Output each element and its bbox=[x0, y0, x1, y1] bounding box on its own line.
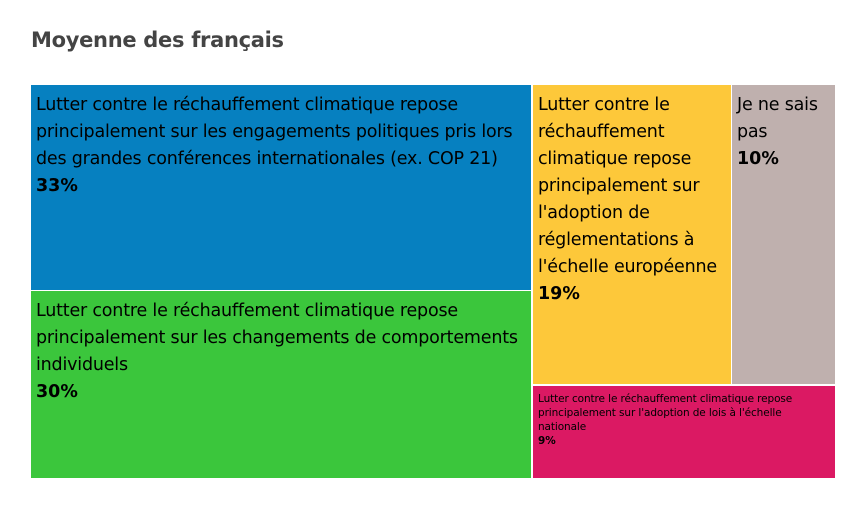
tile-label: Lutter contre le réchauffement climatiqu… bbox=[36, 95, 513, 169]
tile-value: 33% bbox=[36, 176, 78, 196]
tile-label: Lutter contre le réchauffement climatiqu… bbox=[36, 301, 518, 375]
tile-engagements-politiques[interactable]: Lutter contre le réchauffement climatiqu… bbox=[31, 85, 531, 290]
tile-je-ne-sais-pas[interactable]: Je ne sais pas 10% bbox=[732, 85, 835, 384]
tile-comportements-individuels[interactable]: Lutter contre le réchauffement climatiqu… bbox=[31, 291, 531, 478]
chart-title: Moyenne des français bbox=[31, 28, 284, 52]
tile-label: Je ne sais pas bbox=[737, 95, 818, 142]
tile-value: 30% bbox=[36, 382, 78, 402]
tile-value: 9% bbox=[538, 435, 556, 447]
tile-value: 10% bbox=[737, 149, 779, 169]
tile-value: 19% bbox=[538, 284, 580, 304]
tile-reglementations-europeennes[interactable]: Lutter contre le réchauffement climatiqu… bbox=[533, 85, 731, 384]
tile-lois-nationales[interactable]: Lutter contre le réchauffement climatiqu… bbox=[533, 386, 835, 478]
tile-label: Lutter contre le réchauffement climatiqu… bbox=[538, 95, 717, 277]
tile-label: Lutter contre le réchauffement climatiqu… bbox=[538, 393, 793, 433]
